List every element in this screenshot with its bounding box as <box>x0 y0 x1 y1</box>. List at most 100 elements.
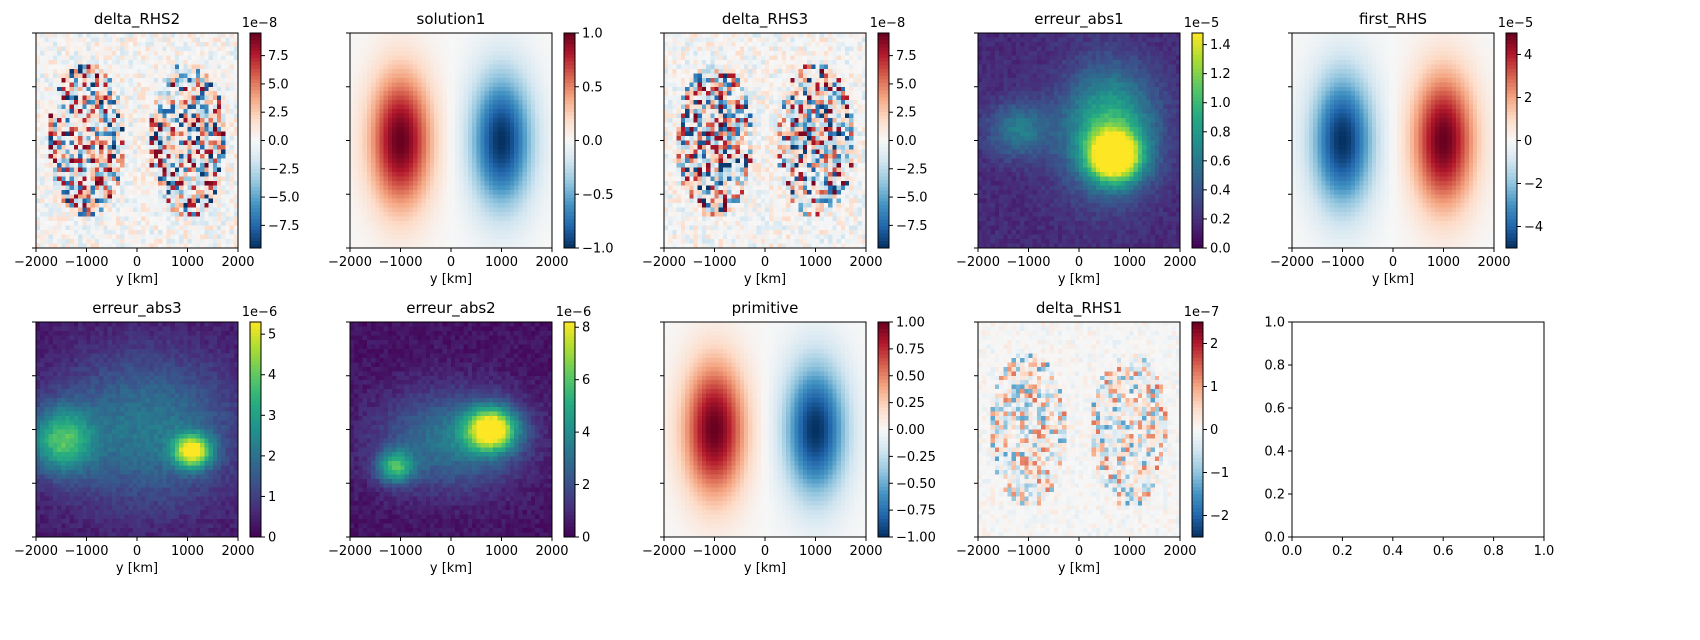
heatmap-image <box>978 322 1181 538</box>
subplot-5: first_RHS −2000 −1000 0 1000 2000 y [km] −4 −2 0 2… <box>1270 10 1543 287</box>
subplot-title: erreur_abs2 <box>406 299 495 318</box>
x-tick-label: 1000 <box>485 255 518 270</box>
colorbar-tick-label: 0 <box>1210 423 1218 438</box>
colorbar-tick-label: 1.4 <box>1210 38 1231 53</box>
colorbar-tick-label: 4 <box>582 426 590 441</box>
colorbar-tick-label: 0.0 <box>582 134 603 149</box>
colorbar-tick-label: 5.0 <box>896 77 917 92</box>
colorbar-tick-label: 0 <box>1524 134 1532 149</box>
subplot-title: erreur_abs1 <box>1034 10 1123 29</box>
colorbar-tick-label: 2 <box>582 478 590 493</box>
x-tick-label: 0 <box>761 255 769 270</box>
colorbar-frame <box>563 321 576 538</box>
subplot-title: solution1 <box>417 10 486 28</box>
x-tick-label: 1000 <box>171 255 204 270</box>
y-tick-label: 0.4 <box>1264 445 1285 460</box>
x-tick-label: 1000 <box>1113 255 1146 270</box>
colorbar-tick-label: −5.0 <box>896 191 928 206</box>
colorbar-tick-label: 0.0 <box>896 134 917 149</box>
colorbar-tick-label: 5.0 <box>268 77 289 92</box>
colorbar-tick-label: 2.5 <box>268 106 289 121</box>
x-tick-label: −2000 <box>328 544 372 559</box>
colorbar-tick-label: 0 <box>582 531 590 546</box>
colorbar-tick-label: −0.5 <box>582 188 614 203</box>
colorbar <box>564 322 575 538</box>
colorbar-tick-label: −2.5 <box>268 162 300 177</box>
x-tick-label: 0 <box>1075 544 1083 559</box>
x-axis-label: y [km] <box>430 561 472 576</box>
colorbar-tick-label: 0.00 <box>896 423 925 438</box>
heatmap-image <box>978 33 1181 249</box>
colorbar-tick-label: 4 <box>268 368 276 383</box>
x-tick-label: −1000 <box>379 255 423 270</box>
x-tick-label: 1000 <box>485 544 518 559</box>
colorbar <box>878 33 889 249</box>
x-tick-label: −2000 <box>14 255 58 270</box>
x-tick-label: 1000 <box>1427 255 1460 270</box>
x-tick-label: −2000 <box>1270 255 1314 270</box>
colorbar-tick-label: 4 <box>1524 48 1532 63</box>
x-axis-label: y [km] <box>1058 272 1100 287</box>
colorbar-tick-label: 3 <box>268 409 276 424</box>
colorbar <box>1192 322 1203 538</box>
heatmap-image <box>1292 33 1495 249</box>
x-tick-label: 0.2 <box>1332 544 1353 559</box>
colorbar-tick-label: −1 <box>1210 466 1229 481</box>
x-tick-label: −2000 <box>642 544 686 559</box>
colorbar-exponent: 1e−8 <box>870 16 905 31</box>
y-tick-label: 0.2 <box>1264 488 1285 503</box>
colorbar-exponent: 1e−5 <box>1184 16 1219 31</box>
heatmap-image <box>664 33 867 249</box>
x-tick-label: 0.0 <box>1282 544 1303 559</box>
x-tick-label: 0.6 <box>1433 544 1454 559</box>
colorbar-tick-label: −2.5 <box>896 162 928 177</box>
heatmap-image <box>36 33 239 249</box>
subplot-title: erreur_abs3 <box>92 299 181 318</box>
x-tick-label: 0 <box>447 544 455 559</box>
colorbar-tick-label: 0.2 <box>1210 212 1231 227</box>
colorbar-tick-label: −5.0 <box>268 191 300 206</box>
x-tick-label: 2000 <box>849 544 882 559</box>
x-tick-label: 0 <box>133 255 141 270</box>
colorbar-tick-label: −1.00 <box>896 531 936 546</box>
colorbar-tick-label: −7.5 <box>896 219 928 234</box>
axes-frame <box>1291 321 1545 538</box>
x-axis-label: y [km] <box>116 272 158 287</box>
x-tick-label: 2000 <box>221 544 254 559</box>
colorbar-tick-label: 0.25 <box>896 396 925 411</box>
subplot-3: delta_RHS3 −2000 −1000 0 1000 2000 y [km] −7.5 −… <box>642 10 928 287</box>
colorbar-tick-label: 7.5 <box>268 49 289 64</box>
y-tick-label: 1.0 <box>1264 316 1285 331</box>
colorbar-tick-label: 7.5 <box>896 49 917 64</box>
x-tick-label: 2000 <box>221 255 254 270</box>
colorbar <box>1506 33 1517 249</box>
colorbar-tick-label: 0.4 <box>1210 183 1231 198</box>
colorbar <box>1192 33 1203 249</box>
x-tick-label: 0 <box>1389 255 1397 270</box>
colorbar-tick-label: −7.5 <box>268 219 300 234</box>
x-tick-label: 2000 <box>535 544 568 559</box>
x-tick-label: 0.4 <box>1382 544 1403 559</box>
heatmap-image <box>664 322 867 538</box>
colorbar-tick-label: 2.5 <box>896 106 917 121</box>
colorbar <box>878 322 889 538</box>
x-tick-label: −1000 <box>1007 255 1051 270</box>
x-tick-label: 2000 <box>1163 255 1196 270</box>
subplot-9: delta_RHS1 −2000 −1000 0 1000 2000 y [km] −2 −1 0… <box>956 299 1229 576</box>
subplot-10: 0.0 0.2 0.4 0.6 0.8 1.0 0.0 0.2 0.4 0.6 0.8 1.0 <box>1264 316 1554 560</box>
colorbar-tick-label: −4 <box>1524 220 1543 235</box>
heatmap-image <box>350 33 553 249</box>
subplot-8: primitive −2000 −1000 0 1000 2000 y [km] −1.00 −… <box>642 299 936 576</box>
colorbar-tick-label: −0.75 <box>896 504 936 519</box>
x-tick-label: −1000 <box>65 544 109 559</box>
subplot-7: erreur_abs2 −2000 −1000 0 1000 2000 y [km] 0 2 4 6… <box>328 299 591 576</box>
colorbar-tick-label: 5 <box>268 328 276 343</box>
x-tick-label: 0 <box>447 255 455 270</box>
colorbar-tick-label: −2 <box>1524 177 1543 192</box>
x-axis-label: y [km] <box>1372 272 1414 287</box>
colorbar-tick-label: 1.0 <box>1210 96 1231 111</box>
x-tick-label: −2000 <box>14 544 58 559</box>
colorbar-tick-label: 0 <box>268 531 276 546</box>
subplot-6: erreur_abs3 −2000 −1000 0 1000 2000 y [km] 0 1 2 3… <box>14 299 277 576</box>
